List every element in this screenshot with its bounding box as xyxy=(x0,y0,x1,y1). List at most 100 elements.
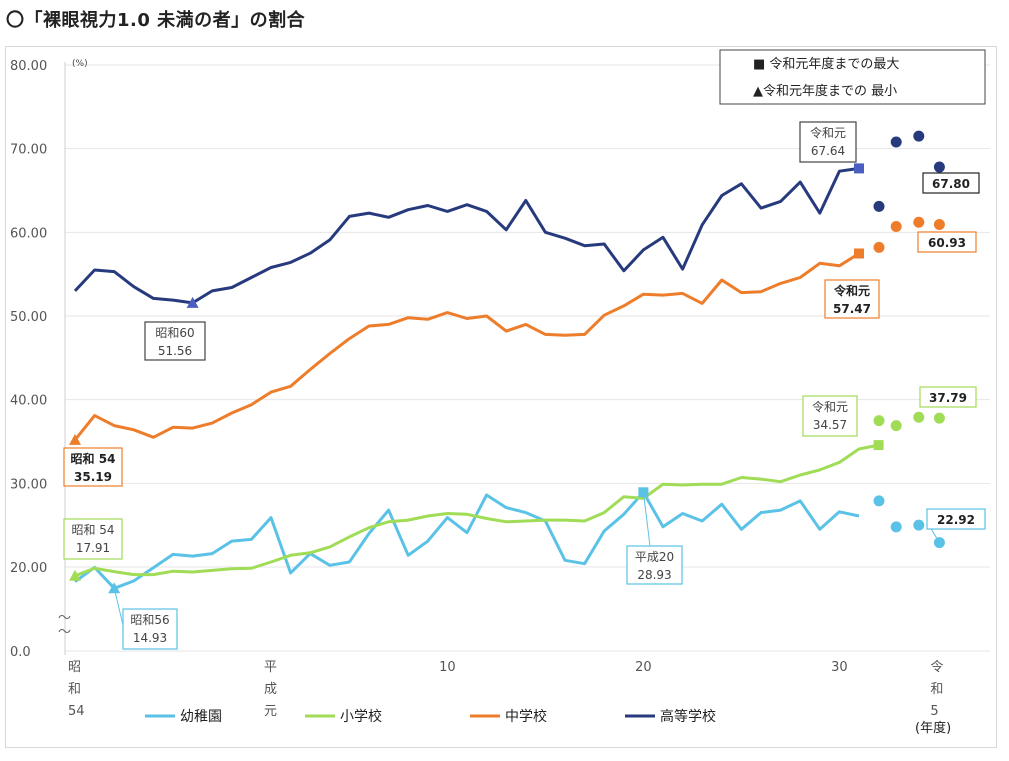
annotation-kg-min: 昭和56 14.93 xyxy=(122,608,178,650)
x-tick-line: 54 xyxy=(68,704,85,719)
x-tick-label: 20 xyxy=(635,660,652,675)
y-tick-label: 20.00 xyxy=(10,561,47,576)
annotation-box xyxy=(122,608,178,650)
annotation-kg-max: 平成20 28.93 xyxy=(626,545,683,585)
annotation-el-last: 37.79 xyxy=(919,386,977,408)
axis-break-mark: 〜 xyxy=(58,625,71,640)
annotation-line2: 67.64 xyxy=(811,144,845,158)
chart-title: 〇「裸眼視力1.0 未満の者」の割合 xyxy=(6,10,306,31)
annotation-line2: 57.47 xyxy=(833,302,871,316)
annotation-line1: 昭和 54 xyxy=(71,523,114,537)
x-tick-line: 和 xyxy=(930,682,943,697)
annotation-box xyxy=(926,508,986,530)
series-line-0 xyxy=(74,490,860,590)
annotation-line1: 平成20 xyxy=(635,550,674,564)
annotation-line2: 51.56 xyxy=(158,344,192,358)
min-marker xyxy=(69,433,81,445)
annotation-line2: 28.93 xyxy=(637,568,671,582)
annotation-box xyxy=(63,518,123,560)
series-line-2 xyxy=(73,252,860,441)
annotation-value: 22.92 xyxy=(937,513,975,527)
legend-max-label: ■ 令和元年度までの最大 xyxy=(753,56,899,72)
annotation-line2: 17.91 xyxy=(76,541,110,555)
x-tick-line: 昭 xyxy=(68,660,81,675)
annotation-line1: 令和元 xyxy=(812,399,848,414)
x-axis: 昭和 54 平成元 10 20 30 令和 5(年度) xyxy=(68,660,951,736)
annotations: 令和元 67.64 67.80 昭和60 51.56 令和元 57.47 60.93 昭和 54… xyxy=(63,121,986,650)
annotation-line2: 35.19 xyxy=(74,470,112,484)
annotation-box xyxy=(802,395,858,437)
annotation-jh-max: 令和元 57.47 xyxy=(824,279,880,319)
legend-label: 幼稚園 xyxy=(180,709,222,725)
x-tick-line: 元 xyxy=(264,704,277,719)
min-marker xyxy=(108,582,121,594)
x-tick-line: 20 xyxy=(635,660,652,675)
annotation-hs-max: 令和元 67.64 xyxy=(799,121,857,163)
annotation-line1: 昭和60 xyxy=(155,326,194,340)
x-tick-label: 昭和 54 xyxy=(68,660,85,719)
legend-label: 高等学校 xyxy=(660,708,716,725)
post-point xyxy=(890,220,902,232)
axis-break-mark: 〜 xyxy=(58,611,71,626)
annotation-box xyxy=(626,545,683,585)
annotation-hs-last: 67.80 xyxy=(922,172,980,194)
y-tick-label: 30.00 xyxy=(10,477,47,492)
annotation-box xyxy=(144,321,206,361)
post-point xyxy=(933,219,945,231)
annotation-line1: 令和元 xyxy=(810,125,846,140)
series-markers xyxy=(69,130,945,594)
leader-line xyxy=(113,588,124,626)
series-lines xyxy=(73,166,879,590)
legend-min-label: ▲令和元年度までの 最小 xyxy=(753,83,897,99)
max-marker xyxy=(873,440,884,451)
y-tick-label: 70.00 xyxy=(10,143,47,158)
x-tick-line: 30 xyxy=(831,660,848,675)
x-axis-label: (年度) xyxy=(915,720,951,736)
post-point xyxy=(913,130,925,142)
post-point xyxy=(933,412,945,424)
x-tick-line: 成 xyxy=(264,682,277,697)
series-line-1 xyxy=(74,443,879,578)
series-legend: 幼稚園 小学校 中学校 高等学校 xyxy=(145,708,716,725)
legend-label: 中学校 xyxy=(505,708,547,725)
post-point xyxy=(913,411,925,423)
annotation-line1: 昭和56 xyxy=(130,613,169,627)
x-tick-line: 5 xyxy=(930,704,938,719)
annotation-line1: 昭和 54 xyxy=(71,451,116,466)
x-tick-line: 令 xyxy=(930,660,943,675)
annotation-line2: 34.57 xyxy=(813,418,847,432)
annotation-value: 37.79 xyxy=(929,391,967,405)
y-tick-label: 40.00 xyxy=(10,394,47,409)
annotation-jh-min: 昭和 54 35.19 xyxy=(63,447,123,487)
x-tick-label: 10 xyxy=(439,660,456,675)
y-tick-label: 60.00 xyxy=(10,226,47,241)
post-point xyxy=(890,420,902,432)
x-tick-label: 令和 5 xyxy=(930,660,943,719)
y-axis-unit: (%) xyxy=(72,59,88,69)
chart-frame xyxy=(5,46,997,748)
max-min-legend-box: ■ 令和元年度までの最大 ▲令和元年度までの 最小 xyxy=(719,49,986,105)
max-marker xyxy=(854,248,864,259)
annotation-box xyxy=(922,172,980,194)
x-tick-line: 10 xyxy=(439,660,456,675)
annotation-jh-last: 60.93 xyxy=(917,231,977,253)
post-point xyxy=(913,216,925,228)
series-line-3 xyxy=(73,166,860,305)
min-marker xyxy=(69,569,81,581)
annotation-box xyxy=(824,279,880,319)
legend-box-frame xyxy=(719,49,986,105)
annotation-value: 60.93 xyxy=(928,236,966,250)
leader-line xyxy=(642,492,651,547)
post-point xyxy=(890,521,902,533)
x-tick-label: 平成元 xyxy=(264,660,277,719)
annotation-box xyxy=(63,447,123,487)
x-tick-label: 30 xyxy=(831,660,848,675)
annotation-box xyxy=(917,231,977,253)
post-point xyxy=(873,200,885,212)
annotation-hs-min: 昭和60 51.56 xyxy=(144,321,206,361)
y-tick-label: 0.0 xyxy=(10,645,31,660)
annotation-box xyxy=(799,121,857,163)
x-tick-line: 和 xyxy=(68,682,81,697)
legend-label: 小学校 xyxy=(340,708,382,725)
